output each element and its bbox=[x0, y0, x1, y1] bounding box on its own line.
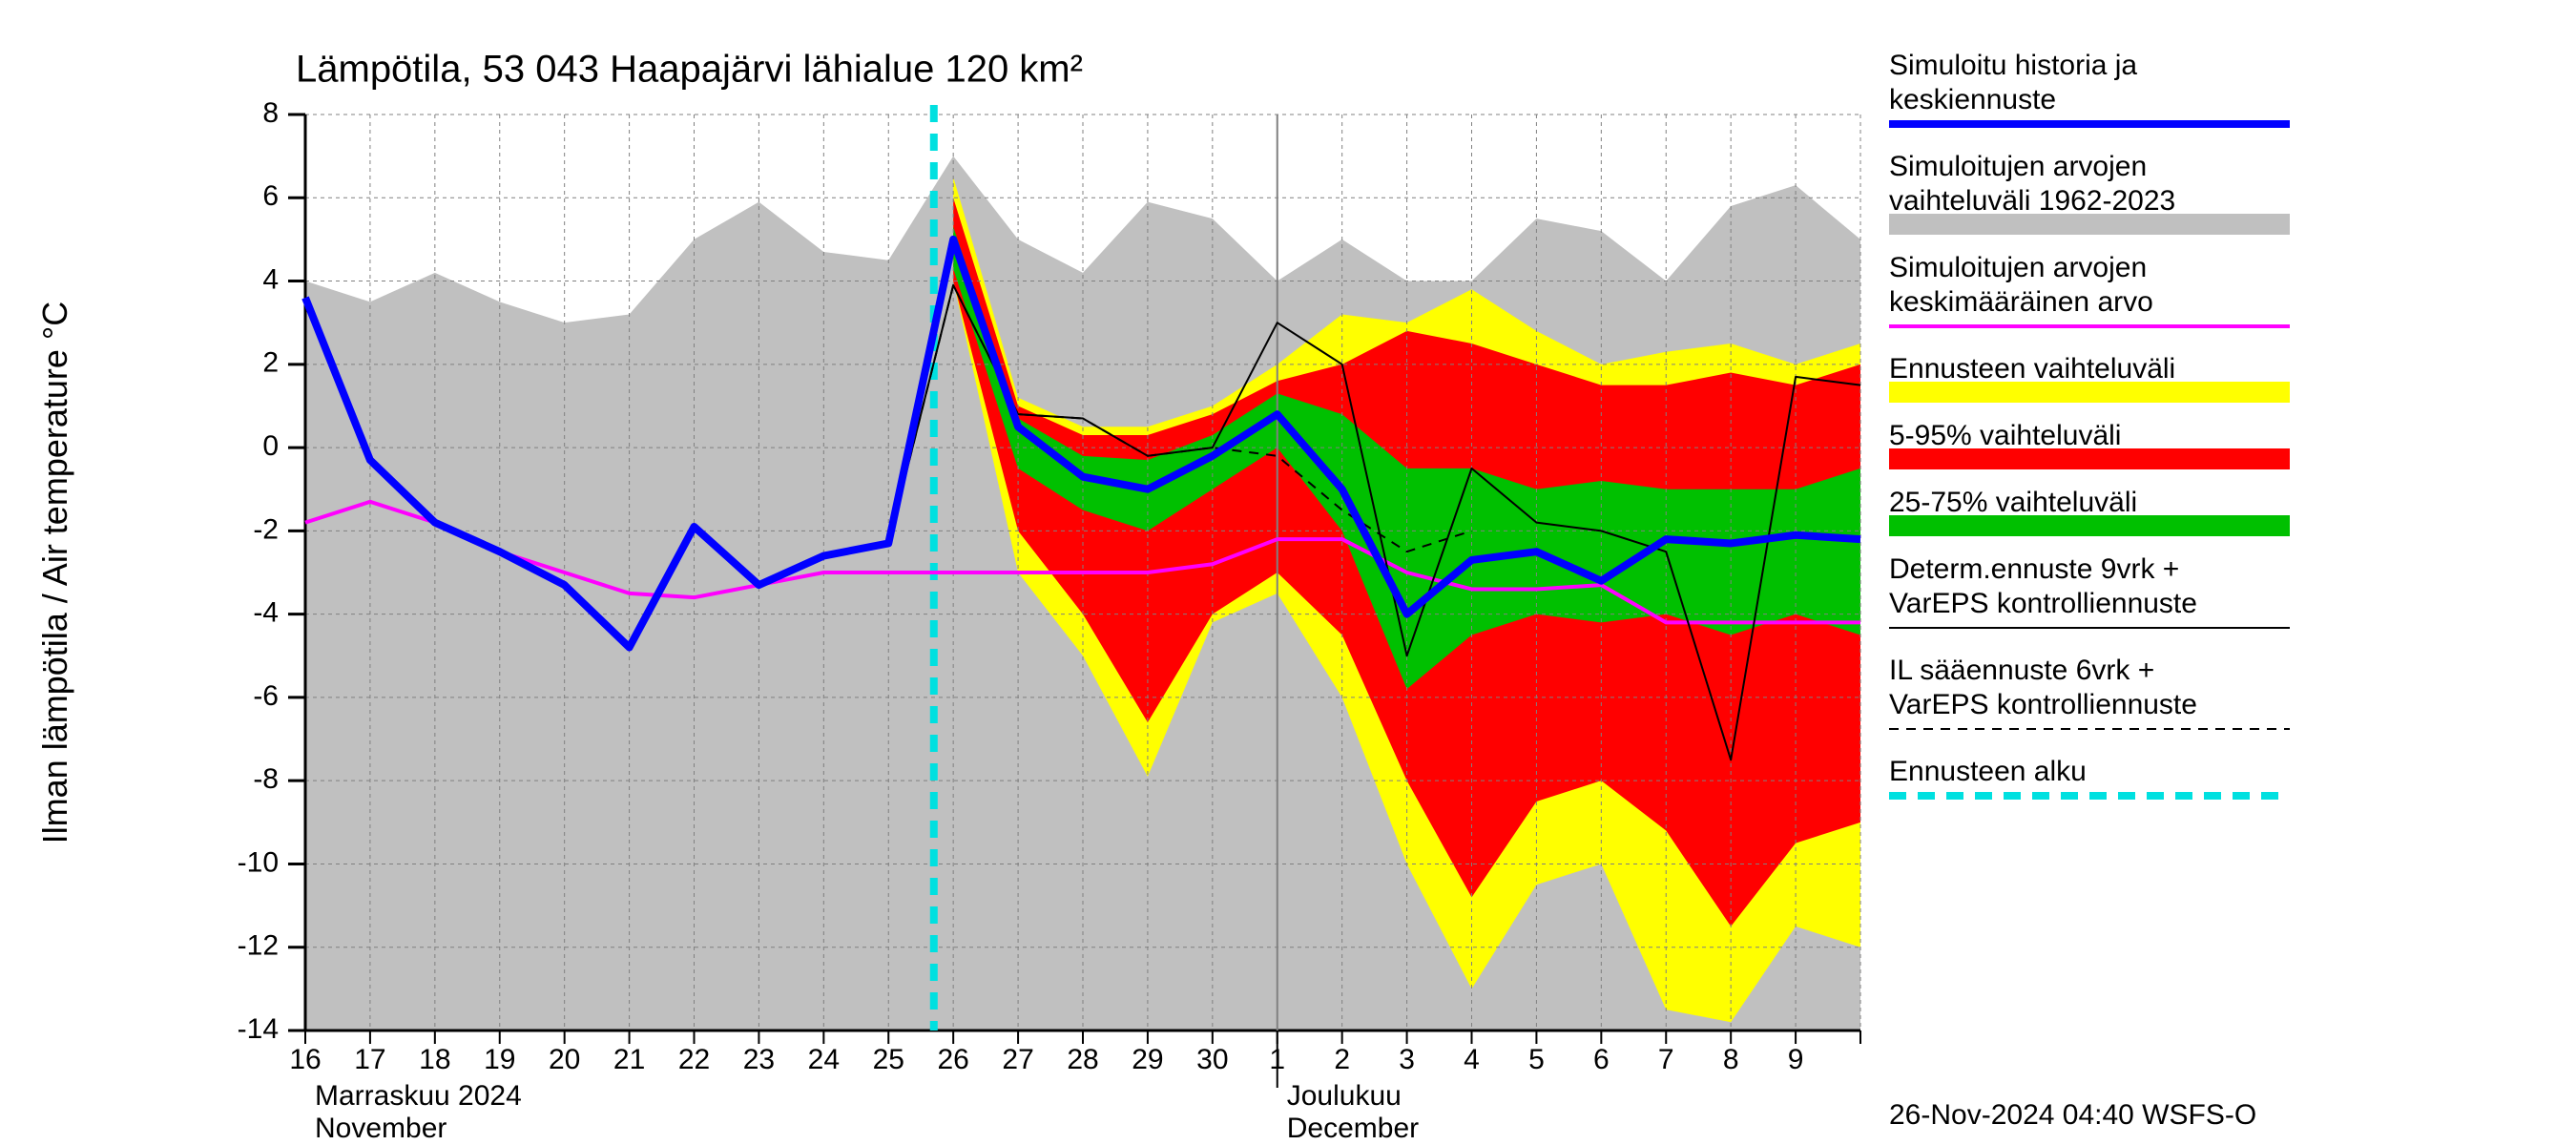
x-tick-label: 2 bbox=[1334, 1044, 1350, 1075]
x-tick-label: 21 bbox=[613, 1044, 645, 1075]
chart-title: Lämpötila, 53 043 Haapajärvi lähialue 12… bbox=[296, 49, 1083, 91]
legend-swatch bbox=[1889, 448, 2290, 469]
y-tick-label: -4 bbox=[253, 597, 279, 629]
legend-label: keskiennuste bbox=[1889, 84, 2056, 115]
x-tick-label: 7 bbox=[1658, 1044, 1674, 1075]
x-tick-label: 30 bbox=[1196, 1044, 1228, 1075]
x-tick-label: 26 bbox=[937, 1044, 968, 1075]
legend-label: 25-75% vaihteluväli bbox=[1889, 487, 2137, 518]
legend-swatch bbox=[1889, 382, 2290, 403]
y-tick-label: -2 bbox=[253, 513, 279, 545]
legend-label: Simuloitujen arvojen bbox=[1889, 151, 2147, 182]
x-tick-label: 17 bbox=[354, 1044, 385, 1075]
legend-label: Simuloitujen arvojen bbox=[1889, 252, 2147, 283]
x-tick-label: 28 bbox=[1067, 1044, 1098, 1075]
y-tick-label: -8 bbox=[253, 763, 279, 795]
month-label-dec-fi: Joulukuu bbox=[1287, 1080, 1402, 1112]
legend-swatch bbox=[1889, 214, 2290, 235]
y-axis-title: Ilman lämpötila / Air temperature °C bbox=[35, 302, 74, 844]
legend-swatch bbox=[1889, 515, 2290, 536]
y-tick-label: 2 bbox=[262, 347, 279, 379]
x-tick-label: 8 bbox=[1723, 1044, 1739, 1075]
x-tick-label: 29 bbox=[1132, 1044, 1163, 1075]
x-tick-label: 9 bbox=[1788, 1044, 1804, 1075]
y-tick-label: -12 bbox=[238, 930, 279, 962]
month-label-nov-fi: Marraskuu 2024 bbox=[315, 1080, 522, 1112]
legend-label: Determ.ennuste 9vrk + bbox=[1889, 553, 2179, 585]
x-tick-label: 16 bbox=[289, 1044, 321, 1075]
x-tick-label: 6 bbox=[1593, 1044, 1610, 1075]
legend: Simuloitu historia jakeskiennuste Simuloi… bbox=[1889, 50, 2290, 796]
x-tick-label: 3 bbox=[1399, 1044, 1415, 1075]
x-tick-label: 23 bbox=[743, 1044, 775, 1075]
x-tick-label: 18 bbox=[419, 1044, 450, 1075]
y-tick-label: -6 bbox=[253, 680, 279, 712]
month-label-dec-en: December bbox=[1287, 1113, 1419, 1144]
x-tick-label: 24 bbox=[808, 1044, 840, 1075]
legend-label: vaihteluväli 1962-2023 bbox=[1889, 185, 2175, 217]
x-tick-label: 1 bbox=[1269, 1044, 1285, 1075]
y-tick-label: -10 bbox=[238, 846, 279, 878]
x-tick-label: 22 bbox=[678, 1044, 710, 1075]
y-tick-label: 0 bbox=[262, 430, 279, 462]
x-tick-label: 25 bbox=[873, 1044, 904, 1075]
x-tick-label: 19 bbox=[484, 1044, 515, 1075]
x-tick-label: 4 bbox=[1464, 1044, 1480, 1075]
legend-label: IL sääennuste 6vrk + bbox=[1889, 655, 2154, 686]
legend-label: Ennusteen vaihteluväli bbox=[1889, 353, 2175, 385]
temperature-forecast-chart: -14-12-10-8-6-4-202468161718192021222324… bbox=[0, 0, 2576, 1145]
legend-label: VarEPS kontrolliennuste bbox=[1889, 588, 2197, 619]
y-tick-label: 8 bbox=[262, 97, 279, 129]
legend-label: 5-95% vaihteluväli bbox=[1889, 420, 2121, 451]
x-tick-label: 20 bbox=[549, 1044, 580, 1075]
x-tick-label: 27 bbox=[1002, 1044, 1033, 1075]
legend-label: Simuloitu historia ja bbox=[1889, 50, 2137, 81]
legend-label: keskimääräinen arvo bbox=[1889, 286, 2153, 318]
x-tick-label: 5 bbox=[1528, 1044, 1545, 1075]
month-label-nov-en: November bbox=[315, 1113, 447, 1144]
y-tick-label: 4 bbox=[262, 263, 279, 295]
legend-label: Ennusteen alku bbox=[1889, 756, 2087, 787]
y-tick-label: -14 bbox=[238, 1013, 279, 1045]
legend-label: VarEPS kontrolliennuste bbox=[1889, 689, 2197, 720]
y-tick-label: 6 bbox=[262, 180, 279, 212]
footer-timestamp: 26-Nov-2024 04:40 WSFS-O bbox=[1889, 1099, 2256, 1131]
